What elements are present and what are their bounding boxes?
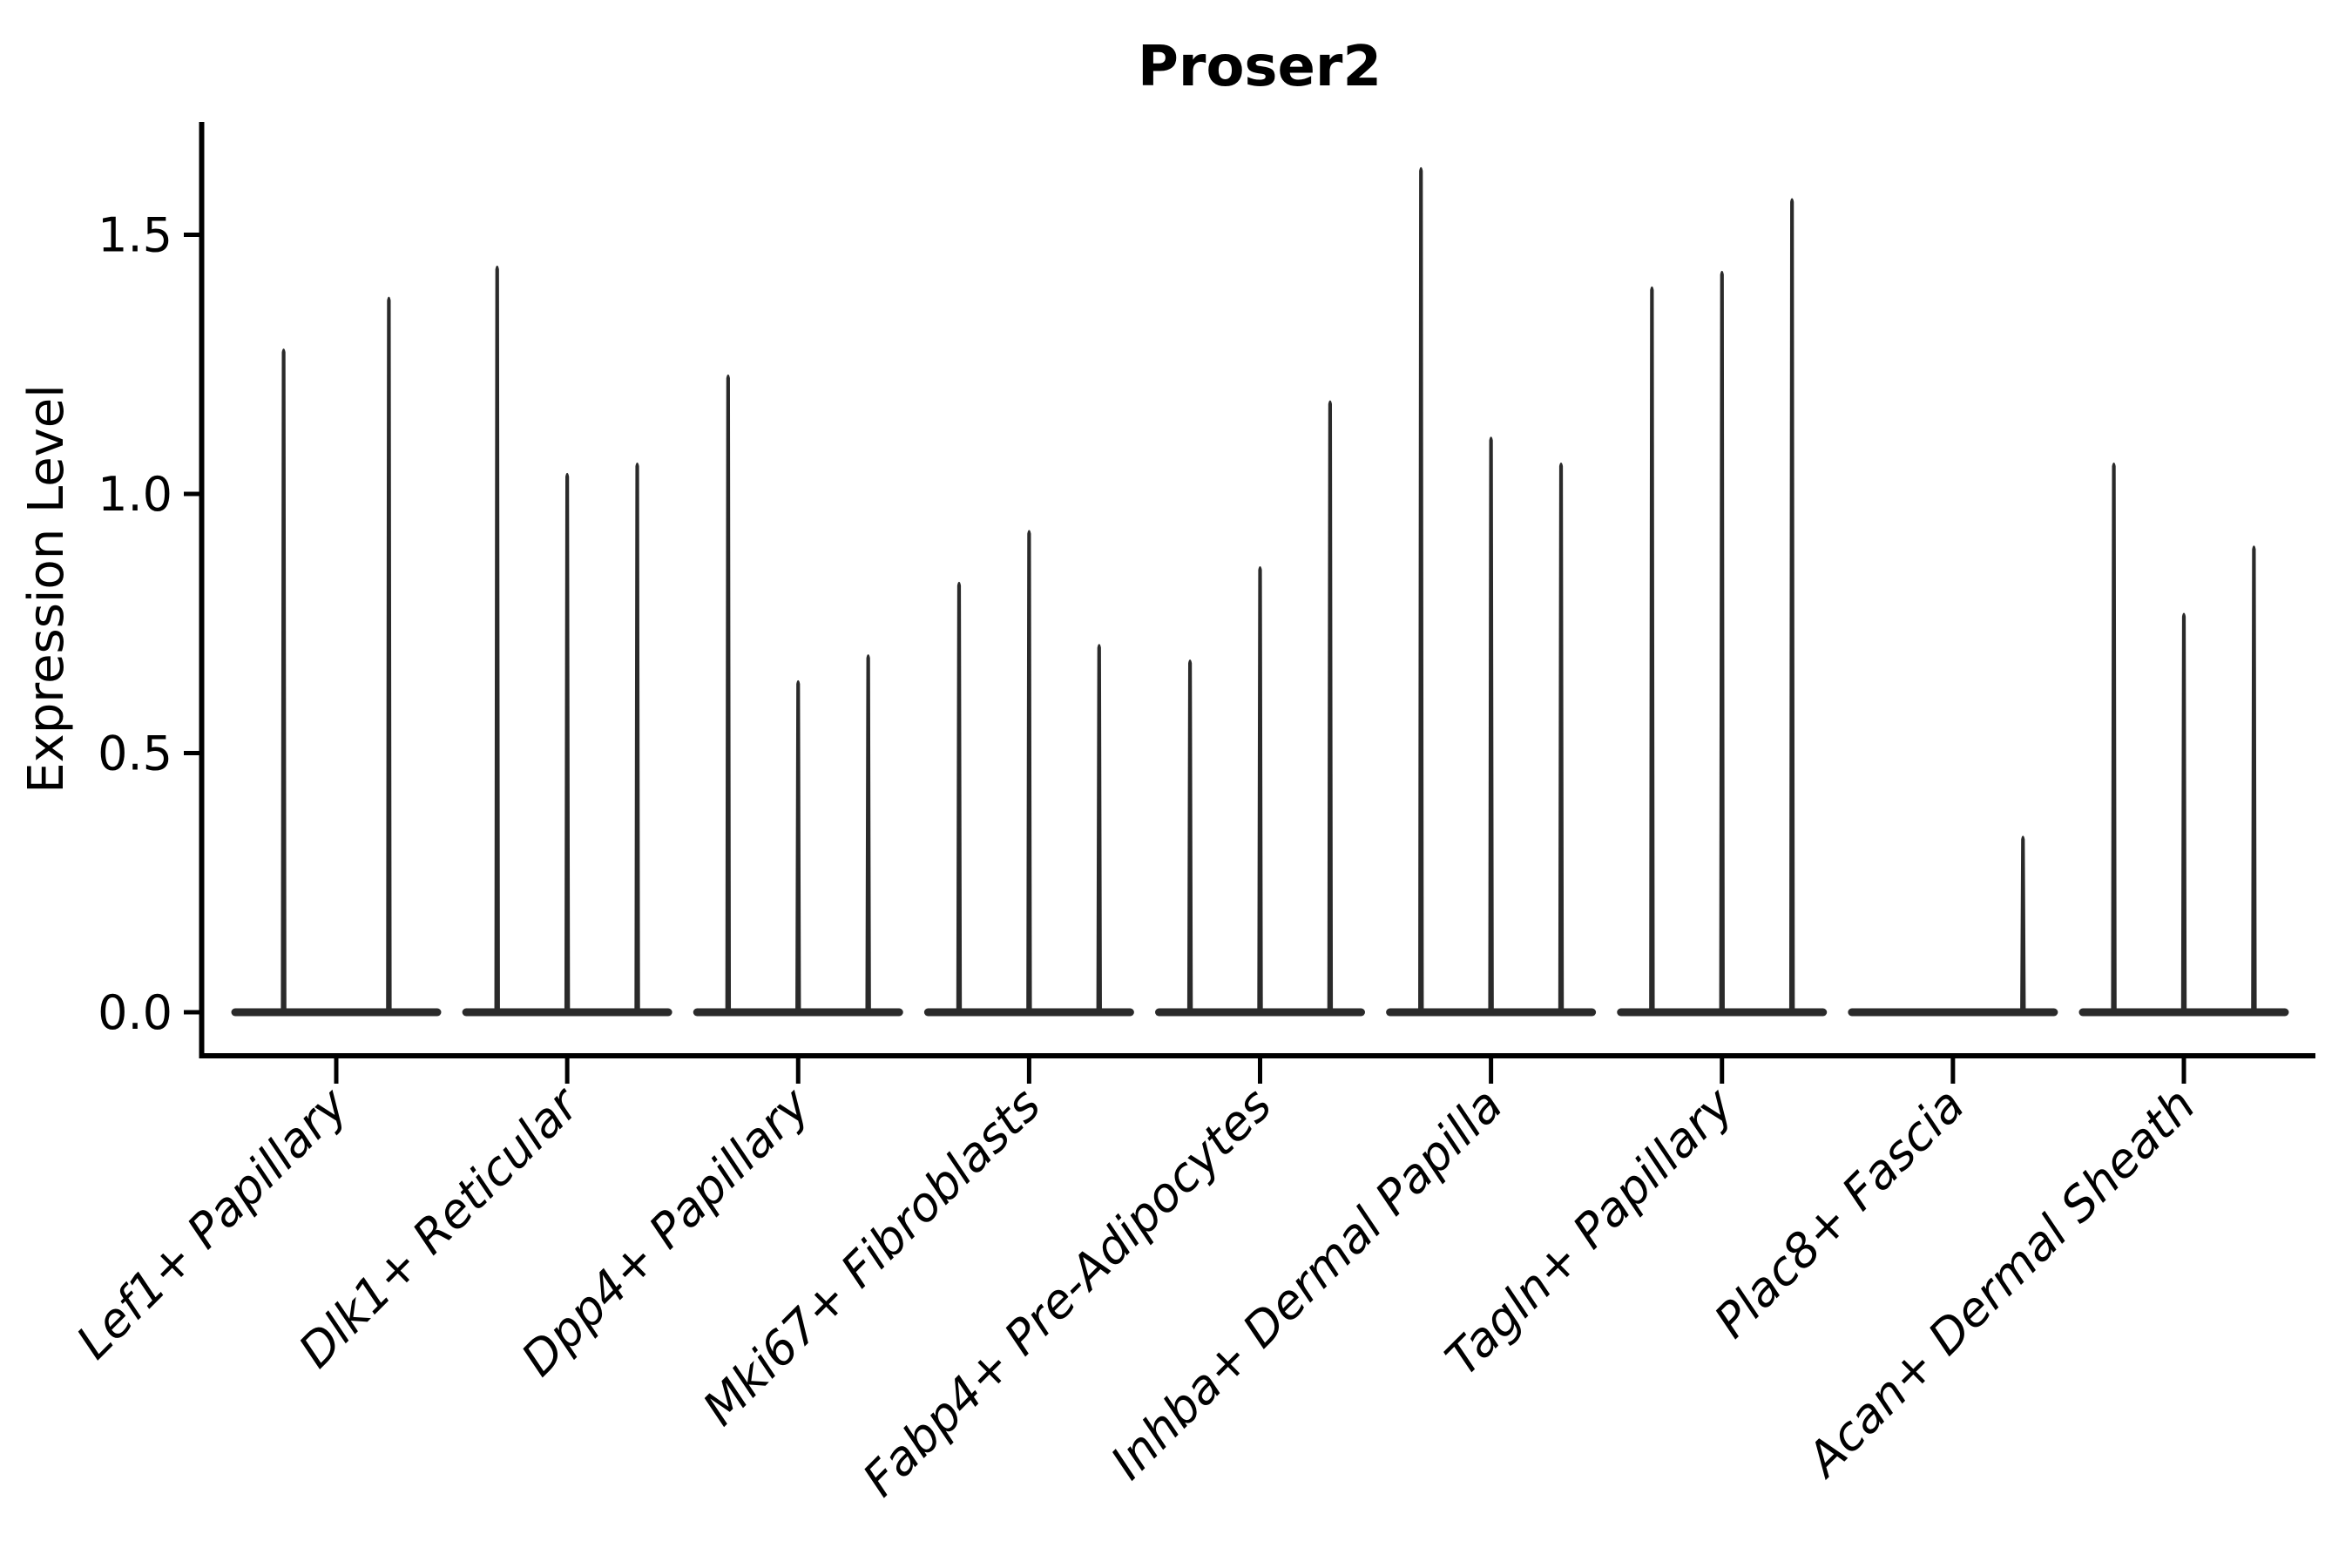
- violin-spike: [2180, 612, 2187, 1015]
- x-tick-label: Acan+ Dermal Sheath: [1794, 1078, 2206, 1489]
- x-tick-label: Inhba+ Dermal Papilla: [1100, 1078, 1513, 1490]
- violin-spike: [634, 463, 640, 1015]
- violin-group: [693, 374, 903, 1017]
- violin-spike: [1558, 463, 1565, 1015]
- y-axis-ticks: 0.0 0.5 1.0 1.5: [98, 208, 199, 1040]
- violin-spike: [2020, 835, 2026, 1015]
- violin-group: [923, 530, 1134, 1017]
- violin-spike: [725, 374, 732, 1015]
- violin-spike: [1186, 659, 1193, 1015]
- violin-group: [1155, 400, 1365, 1017]
- violin-spike: [1418, 166, 1424, 1015]
- y-tick-label: 0.0: [98, 985, 172, 1040]
- y-tick-label: 1.0: [98, 467, 172, 522]
- violin-spike: [564, 472, 571, 1015]
- x-tick-label: Plac8+ Fascia: [1704, 1078, 1975, 1348]
- violin-spike: [1327, 400, 1334, 1015]
- chart-title: Proser2: [1138, 35, 1382, 99]
- violin-spike: [2111, 463, 2117, 1015]
- violin-group: [1386, 166, 1597, 1017]
- violin-spike: [1026, 530, 1032, 1015]
- x-tick-label: Fabp4+ Pre-Adipocytes: [852, 1078, 1281, 1507]
- y-tick-label: 1.5: [98, 208, 172, 263]
- violin-baseline: [231, 1008, 442, 1017]
- violin-spike: [1649, 286, 1655, 1015]
- violin-spike: [494, 265, 500, 1015]
- violin-spike: [1096, 644, 1102, 1015]
- violin-spike: [386, 296, 392, 1015]
- violin-spike: [1257, 566, 1263, 1015]
- y-tick-label: 0.5: [98, 727, 172, 781]
- violin-spike: [280, 348, 287, 1015]
- violin-group: [231, 296, 442, 1017]
- violin-spike: [956, 581, 963, 1015]
- violin-spike: [865, 654, 871, 1015]
- violin-group: [1848, 835, 2058, 1017]
- violin-spike: [795, 679, 801, 1015]
- y-axis-label: Expression Level: [18, 384, 75, 794]
- violin-baseline: [1848, 1008, 2058, 1017]
- y-axis: 0.0 0.5 1.0 1.5: [98, 122, 205, 1058]
- violin-group: [2078, 463, 2289, 1017]
- violin-spike: [1488, 436, 1494, 1015]
- violin-group: [1617, 198, 1828, 1017]
- violins-layer: [231, 166, 2289, 1017]
- violin-spike: [1788, 198, 1795, 1015]
- violin-spike: [2251, 545, 2257, 1015]
- violin-spike: [1719, 270, 1725, 1015]
- violin-group: [462, 265, 672, 1017]
